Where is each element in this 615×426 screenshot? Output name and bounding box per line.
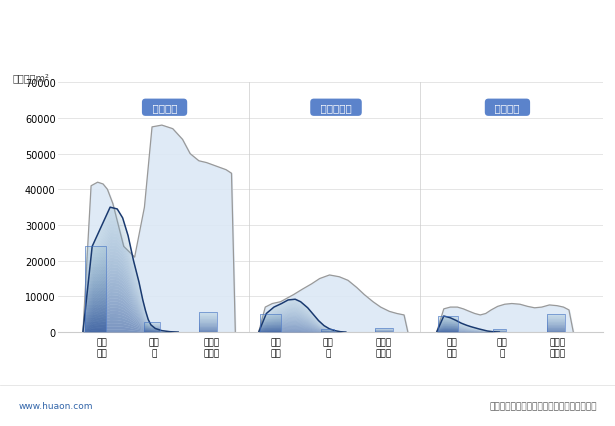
Text: 单位：万m²: 单位：万m² (12, 73, 49, 83)
Text: 新开工面积: 新开工面积 (314, 103, 358, 113)
Text: 2016-2024年1-11月浙江省房地产施工面积情况: 2016-2024年1-11月浙江省房地产施工面积情况 (161, 43, 454, 61)
Text: 竣工面积: 竣工面积 (488, 103, 526, 113)
Text: 专业严谨 ● 客观科学: 专业严谨 ● 客观科学 (535, 9, 597, 19)
Text: 华经情报网: 华经情报网 (34, 9, 63, 19)
Text: 数据来源：国家统计局，华经产业研究院整理: 数据来源：国家统计局，华经产业研究院整理 (489, 401, 597, 410)
Text: www.huaon.com: www.huaon.com (18, 401, 93, 410)
Text: 施工面积: 施工面积 (146, 103, 183, 113)
Bar (11, 4, 18, 23)
Bar (20, 4, 24, 23)
